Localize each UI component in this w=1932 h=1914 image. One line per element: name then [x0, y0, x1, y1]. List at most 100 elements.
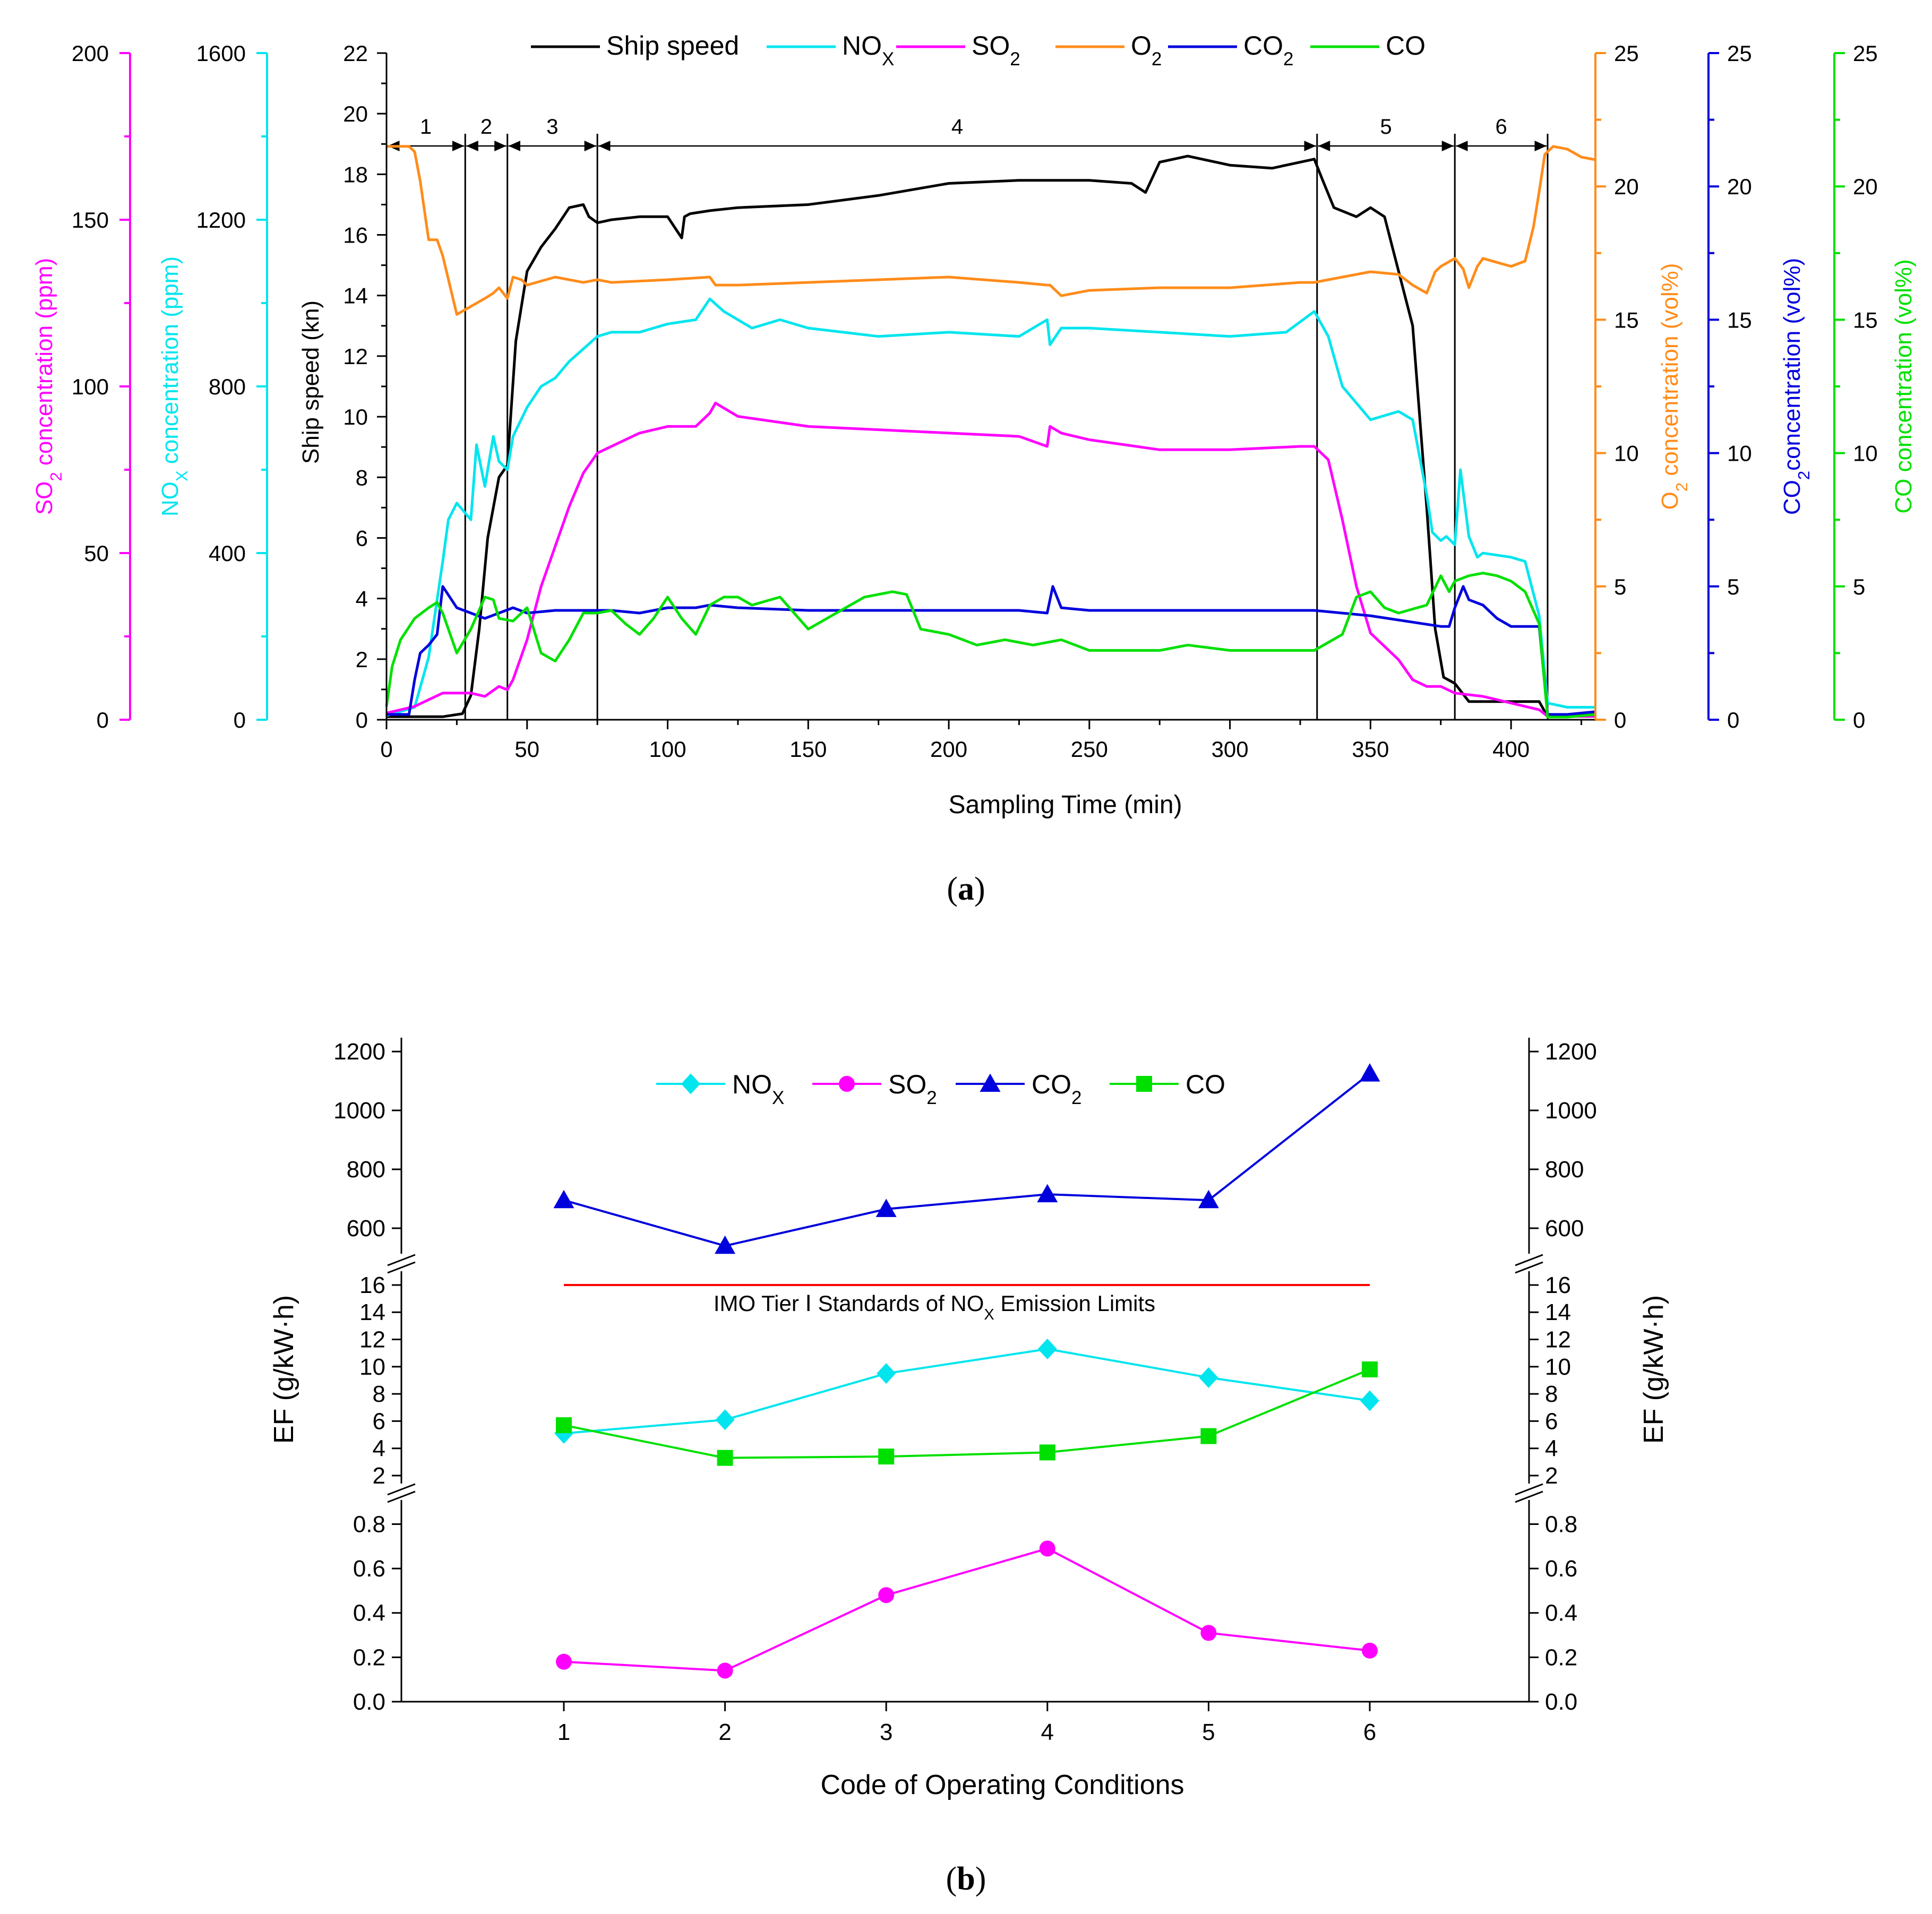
phase-label: 3	[546, 115, 558, 139]
legend-marker-b-co	[1136, 1076, 1152, 1092]
series-line-co	[563, 1368, 1370, 1459]
co-tick-label: 25	[1853, 41, 1878, 66]
data-point-co2	[715, 1235, 736, 1254]
legend-marker-b-co2	[980, 1073, 1001, 1092]
data-point-nox	[1199, 1367, 1218, 1388]
legend-label-b-so2-sub: 2	[926, 1088, 937, 1108]
right-tick-label: 800	[1545, 1157, 1584, 1183]
left-tick-label: 0.4	[353, 1600, 385, 1626]
left-tick-label: 0.6	[353, 1556, 385, 1582]
so2-tick-label: 50	[84, 541, 109, 566]
speed-axis-title: Ship speed (kn)	[298, 300, 324, 464]
left-tick-label: 10	[359, 1354, 385, 1380]
data-point-nox	[1360, 1390, 1379, 1411]
left-tick-label: 12	[359, 1327, 385, 1353]
imo-limit-label-sub: X	[984, 1306, 994, 1323]
data-point-co2	[1198, 1189, 1219, 1209]
axis-break-mark	[387, 1483, 416, 1496]
o2-axis-title-main: O	[1657, 492, 1683, 510]
x-tick-label-b: 4	[1041, 1719, 1054, 1745]
nox-tick-label: 1200	[196, 208, 246, 232]
series-line-o2	[387, 145, 1596, 316]
right-tick-label: 2	[1545, 1463, 1558, 1489]
x-tick-label: 250	[1071, 737, 1108, 762]
data-point-co2	[875, 1199, 897, 1217]
so2-tick-label: 150	[72, 208, 109, 232]
left-tick-label: 6	[373, 1408, 385, 1434]
axis-break-mark	[387, 1490, 416, 1503]
legend-label-nox-main: NO	[842, 31, 882, 61]
panel-b-caption: (b)	[946, 1861, 986, 1897]
data-point-co	[878, 1449, 895, 1465]
o2-axis-title-rest: concentration (vol%)	[1657, 263, 1683, 482]
so2-axis-title-sub: 2	[47, 472, 65, 481]
speed-tick-label: 12	[343, 344, 368, 369]
co-axis-title-main: CO concentration (vol%)	[1891, 259, 1917, 513]
speed-tick-label: 2	[356, 647, 368, 672]
o2-tick-label: 25	[1614, 41, 1639, 66]
speed-tick-label: 4	[356, 587, 368, 611]
speed-tick-label: 10	[343, 404, 368, 429]
co-tick-label: 10	[1853, 441, 1878, 466]
x-axis-title: Sampling Time (min)	[948, 791, 1182, 819]
legend-label-nox: NOX	[842, 31, 894, 70]
co2-tick-label: 20	[1727, 174, 1752, 199]
nox-tick-label: 1600	[196, 41, 246, 66]
so2-tick-label: 0	[97, 708, 109, 732]
legend-label-speed-main: Ship speed	[606, 31, 739, 61]
speed-tick-label: 16	[343, 223, 368, 248]
legend-label-o2: O2	[1131, 31, 1162, 70]
data-point-co	[1039, 1444, 1055, 1461]
imo-limit-label-rest: Emission Limits	[994, 1291, 1155, 1316]
co-tick-label: 15	[1853, 307, 1878, 332]
data-point-co2	[1359, 1063, 1380, 1082]
left-tick-label: 2	[373, 1463, 385, 1489]
legend-label-b-so2: SO2	[888, 1070, 937, 1108]
data-point-co	[1200, 1428, 1217, 1444]
legend-label-b-co2: CO2	[1032, 1070, 1081, 1108]
imo-limit-label: IMO Tier Ⅰ Standards of NOX Emission Lim…	[714, 1291, 1155, 1323]
data-point-co2	[1037, 1184, 1058, 1203]
series-line-so2	[386, 401, 1595, 718]
nox-axis-title: NOX concentration (ppm)	[157, 256, 191, 516]
legend-label-co2: CO2	[1243, 31, 1293, 70]
series-line-co2	[563, 1073, 1371, 1247]
legend-label-co: CO	[1386, 31, 1426, 61]
phase-label: 2	[480, 115, 492, 139]
data-point-co	[717, 1450, 733, 1466]
x-tick-label-b: 5	[1202, 1719, 1215, 1745]
axis-break-mark	[1515, 1254, 1543, 1266]
left-tick-label: 1200	[333, 1039, 385, 1065]
series-line-co	[385, 572, 1596, 719]
series-line-speed	[387, 154, 1596, 718]
nox-axis-title-main: NO	[157, 481, 183, 516]
series-line-co2	[387, 585, 1596, 716]
left-tick-label: 0.2	[353, 1644, 385, 1670]
x-tick-label: 50	[514, 737, 539, 762]
x-tick-label-b: 6	[1363, 1719, 1376, 1745]
data-point-co	[1362, 1361, 1378, 1377]
co2-axis-title-rest: concentration (vol%)	[1779, 258, 1805, 471]
x-tick-label: 350	[1352, 737, 1389, 762]
right-tick-label: 0.8	[1545, 1511, 1577, 1537]
phase-label: 5	[1380, 115, 1392, 139]
x-tick-label: 150	[789, 737, 827, 762]
right-tick-label: 0.0	[1545, 1689, 1577, 1715]
nox-tick-label: 400	[209, 541, 246, 566]
axis-break-mark	[387, 1261, 416, 1274]
so2-tick-label: 100	[72, 374, 109, 399]
right-tick-label: 4	[1545, 1436, 1558, 1462]
left-tick-label: 600	[347, 1215, 385, 1241]
right-tick-label: 10	[1545, 1354, 1571, 1380]
data-point-so2	[717, 1662, 733, 1679]
data-point-co2	[553, 1189, 574, 1209]
legend-label-b-co2-sub: 2	[1071, 1088, 1081, 1108]
legend-label-b-co: CO	[1186, 1070, 1225, 1099]
data-point-so2	[878, 1587, 895, 1603]
x-tick-label-b: 2	[718, 1719, 731, 1745]
phase-label: 1	[420, 115, 432, 139]
legend-label-so2-main: SO	[972, 31, 1010, 61]
phase-label: 6	[1495, 115, 1507, 139]
legend-label-so2: SO2	[972, 31, 1020, 70]
